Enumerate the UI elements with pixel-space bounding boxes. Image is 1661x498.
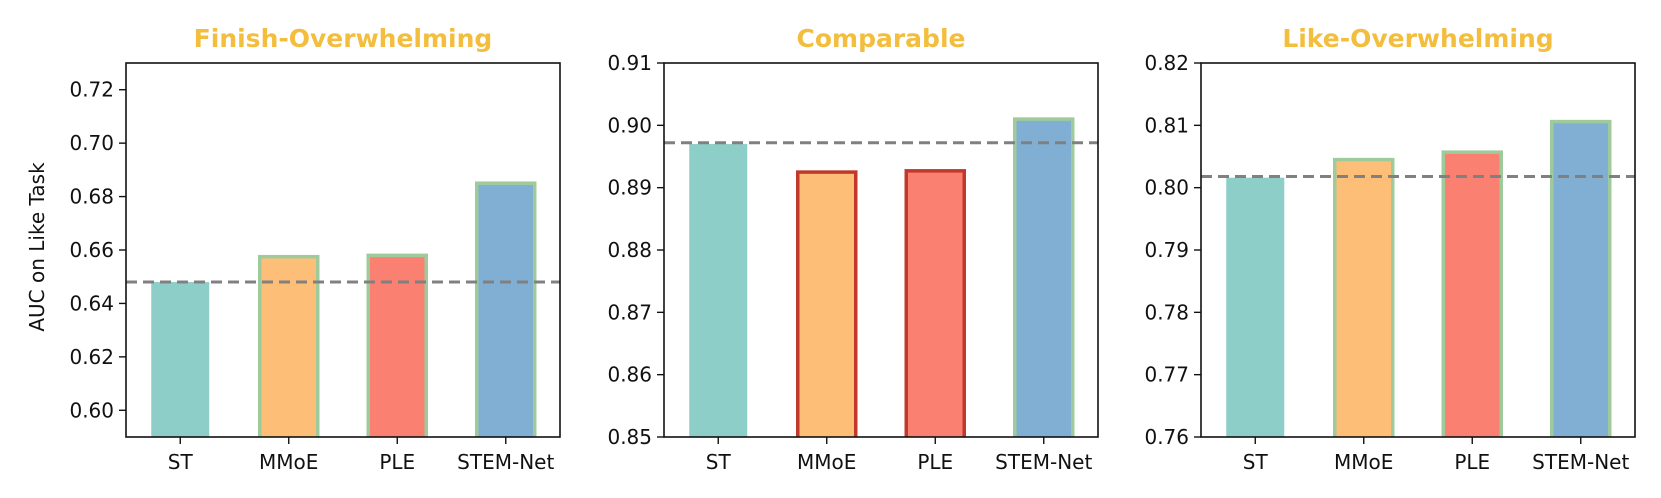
bar-stem-net: [1550, 119, 1612, 437]
y-tick-label: 0.88: [607, 238, 652, 262]
x-tick-label: STEM-Net: [457, 450, 554, 474]
x-tick-label: ST: [168, 450, 194, 474]
y-tick-label: 0.66: [69, 238, 114, 262]
y-tick-label: 0.80: [1144, 176, 1189, 200]
y-tick-label: 0.77: [1144, 363, 1189, 387]
bar-stem-net: [1013, 117, 1075, 437]
bar-mmoe: [258, 254, 320, 437]
bars: [689, 117, 1075, 437]
bar-st: [1226, 177, 1285, 437]
y-tick-label: 0.91: [607, 51, 652, 75]
y-tick-label: 0.70: [69, 131, 114, 155]
y-tick-label: 0.62: [69, 345, 114, 369]
bar-mmoe: [1333, 157, 1395, 437]
panel-like-overwhelming: Like-Overwhelming 0.76 0.77 0.78 0.79 0.80 0.8…: [1144, 24, 1636, 474]
x-tick-label: MMoE: [1334, 450, 1393, 474]
bar-mmoe: [796, 170, 858, 437]
y-tick-label: 0.60: [69, 398, 114, 422]
bar-ple: [904, 169, 966, 437]
y-tick-label: 0.79: [1144, 238, 1189, 262]
y-tick-label: 0.72: [69, 78, 114, 102]
y-tick-label: 0.78: [1144, 300, 1189, 324]
x-tick-label: PLE: [917, 450, 953, 474]
x-tick-label: ST: [1243, 450, 1269, 474]
x-tick-label: MMoE: [797, 450, 856, 474]
y-tick-label: 0.64: [69, 291, 114, 315]
y-tick-label: 0.68: [69, 185, 114, 209]
bars: [151, 181, 537, 437]
x-tick-label: PLE: [1454, 450, 1490, 474]
chart-title: Finish-Overwhelming: [194, 24, 493, 53]
y-tick-label: 0.82: [1144, 51, 1189, 75]
bar-ple: [366, 253, 428, 437]
y-tick-label: 0.90: [607, 113, 652, 137]
bar-st: [151, 282, 210, 437]
y-tick-label: 0.76: [1144, 425, 1189, 449]
bar-st: [689, 144, 748, 437]
x-tick-label: ST: [706, 450, 732, 474]
x-tick-label: PLE: [379, 450, 415, 474]
y-tick-label: 0.87: [607, 300, 652, 324]
y-tick-label: 0.85: [607, 425, 652, 449]
bars: [1226, 119, 1612, 437]
panel-finish-overwhelming: Finish-Overwhelming 0.60 0.62 0.64 0.66 0.68 0…: [69, 24, 561, 474]
panel-comparable: Comparable 0.85 0.86 0.87 0.88 0.89 0.90 0.91 ST…: [607, 24, 1099, 474]
chart-title: Like-Overwhelming: [1282, 24, 1553, 53]
bar-stem-net: [475, 181, 537, 437]
y-tick-label: 0.86: [607, 363, 652, 387]
x-tick-label: MMoE: [259, 450, 318, 474]
y-tick-label: 0.89: [607, 176, 652, 200]
y-tick-label: 0.81: [1144, 113, 1189, 137]
y-axis-label: AUC on Like Task: [25, 162, 49, 332]
x-tick-label: STEM-Net: [995, 450, 1092, 474]
chart-title: Comparable: [797, 24, 966, 53]
bar-ple: [1441, 150, 1503, 437]
x-tick-label: STEM-Net: [1532, 450, 1629, 474]
